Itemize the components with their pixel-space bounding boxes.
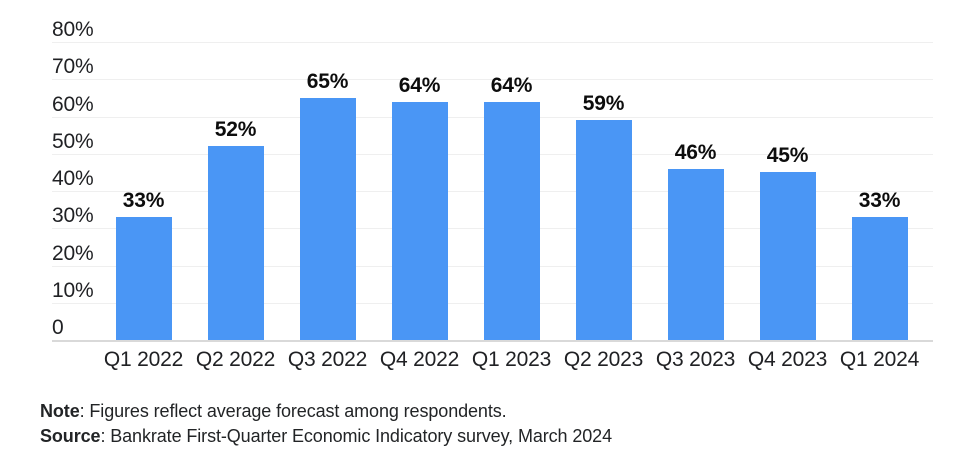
bar-value-label-q3-2023: 46% — [674, 140, 717, 164]
bar-q4-2023 — [759, 172, 816, 340]
bar-value-label-q4-2023: 45% — [766, 144, 809, 168]
y-axis-label-80: 80% — [52, 18, 94, 41]
x-axis-label-q2-2023: Q2 2023 — [563, 348, 644, 371]
y-axis-label-40: 40% — [52, 167, 94, 190]
gridline-80 — [52, 42, 933, 43]
gridline-70 — [52, 79, 933, 81]
bar-value-label-q1-2024: 33% — [858, 189, 901, 213]
bar-value-label-q3-2022: 65% — [306, 69, 349, 93]
y-axis-label-20: 20% — [52, 241, 94, 265]
bar-value-label-q1-2023: 64% — [490, 73, 533, 97]
x-axis-label-q2-2022: Q2 2022 — [195, 348, 276, 371]
x-axis-label-q4-2023: Q4 2023 — [747, 348, 828, 371]
bar-value-label-q2-2022: 52% — [214, 118, 257, 142]
source-label: Source — [40, 426, 101, 446]
y-axis-label-50: 50% — [52, 129, 94, 153]
y-axis-label-60: 60% — [52, 92, 94, 116]
x-axis-label-q1-2024: Q1 2024 — [839, 348, 920, 371]
bar-value-label-q2-2023: 59% — [582, 92, 625, 116]
y-axis-label-0: 0 — [52, 316, 64, 339]
x-axis-label-q3-2023: Q3 2023 — [655, 348, 736, 371]
y-axis-label-10: 10% — [52, 278, 94, 302]
x-axis-label-q1-2023: Q1 2023 — [471, 348, 552, 371]
x-axis-label-q3-2022: Q3 2022 — [287, 348, 368, 371]
source-line: Source: Bankrate First-Quarter Economic … — [40, 424, 612, 449]
bar-q1-2024 — [851, 217, 908, 340]
bar-q4-2022 — [391, 101, 448, 340]
source-text: : Bankrate First-Quarter Economic Indica… — [100, 426, 612, 446]
bar-q1-2023 — [483, 101, 540, 340]
x-axis-baseline — [52, 340, 933, 342]
chart-footnotes: Note: Figures reflect average forecast a… — [40, 399, 612, 449]
bar-q3-2023 — [667, 168, 724, 340]
y-axis-label-70: 70% — [52, 55, 94, 79]
bar-q2-2023 — [575, 120, 632, 340]
x-axis-label-q4-2022: Q4 2022 — [379, 348, 460, 371]
y-axis-label-30: 30% — [52, 204, 94, 228]
bar-value-label-q4-2022: 64% — [398, 73, 441, 97]
bar-value-label-q1-2022: 33% — [122, 189, 165, 213]
note-line: Note: Figures reflect average forecast a… — [40, 399, 612, 424]
note-label: Note — [40, 401, 80, 421]
bar-q2-2022 — [207, 146, 264, 340]
note-text: : Figures reflect average forecast among… — [79, 401, 507, 421]
bar-q1-2022 — [115, 217, 172, 340]
bar-q3-2022 — [299, 97, 356, 340]
x-axis-label-q1-2022: Q1 2022 — [103, 348, 184, 371]
